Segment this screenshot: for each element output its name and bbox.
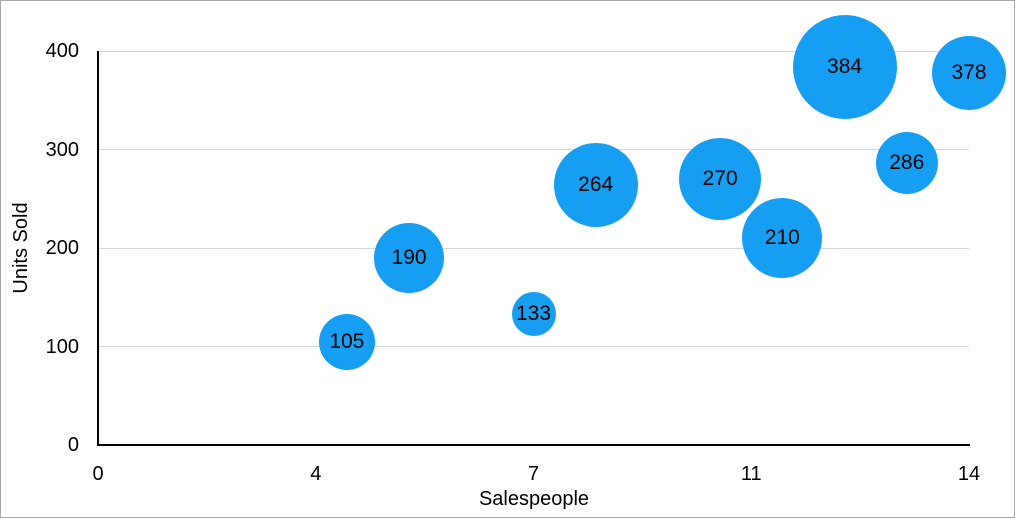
data-bubble-value: 384: [827, 54, 863, 78]
data-bubble[interactable]: 286: [875, 132, 938, 195]
y-tick-label: 100: [45, 335, 79, 358]
y-gridline: [98, 247, 969, 249]
data-bubble-value: 190: [391, 245, 427, 269]
x-tick-label: 7: [527, 463, 540, 485]
y-tick-label: 300: [45, 138, 79, 161]
x-axis-line: [97, 444, 970, 446]
data-bubble[interactable]: 210: [742, 198, 823, 279]
data-bubble[interactable]: 133: [511, 291, 556, 336]
x-axis-title: Salespeople: [478, 488, 590, 510]
data-bubble[interactable]: 190: [374, 222, 445, 293]
x-tick-label: 11: [740, 463, 762, 485]
data-bubble[interactable]: 105: [318, 313, 375, 370]
data-bubble[interactable]: 384: [792, 14, 897, 119]
data-bubble-value: 264: [578, 172, 614, 196]
y-tick-label: 400: [45, 40, 79, 62]
y-tick-label: 0: [67, 434, 79, 456]
y-gridline: [98, 149, 969, 150]
data-bubble[interactable]: 378: [932, 35, 1006, 110]
y-tick-label: 200: [45, 237, 79, 259]
data-bubble-value: 270: [702, 167, 738, 191]
data-bubble-value: 286: [889, 151, 925, 175]
y-gridline: [98, 346, 969, 347]
y-axis-title: Units Sold: [10, 202, 32, 294]
y-axis-line: [97, 51, 99, 445]
data-bubble[interactable]: 264: [553, 142, 638, 227]
y-gridline: [98, 50, 969, 52]
x-tick-label: 14: [957, 463, 981, 485]
x-tick-label: 4: [310, 463, 322, 485]
x-tick-label: 0: [92, 463, 104, 485]
data-bubble-value: 210: [764, 226, 800, 250]
data-bubble[interactable]: 270: [679, 138, 762, 221]
data-bubble-value: 378: [951, 60, 987, 84]
data-bubble-value: 133: [515, 301, 552, 325]
data-bubble-value: 105: [329, 329, 365, 353]
